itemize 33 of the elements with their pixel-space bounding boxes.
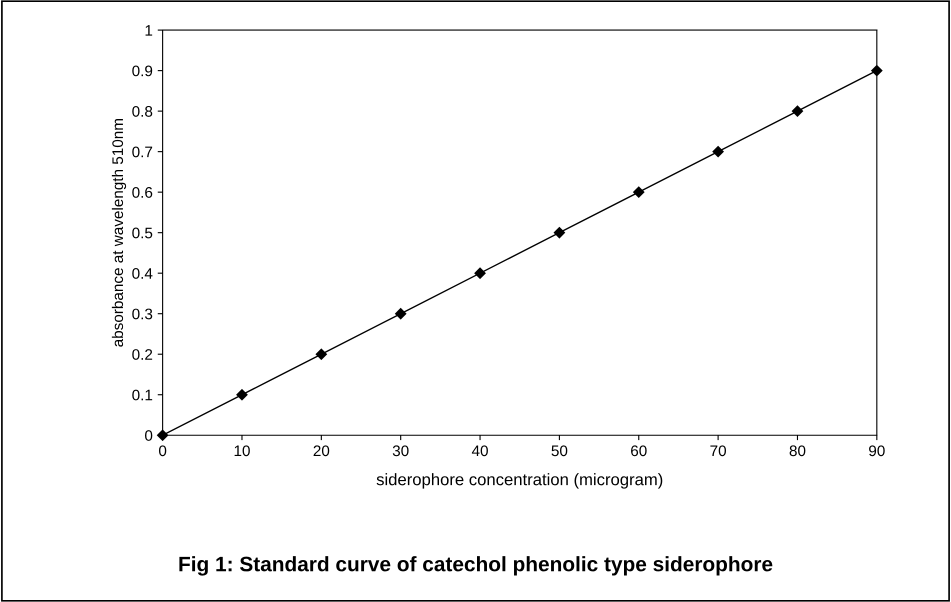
x-tick-label: 20 — [314, 445, 330, 456]
point — [236, 389, 248, 400]
y-tick-label: 0.4 — [132, 268, 152, 279]
y-tick-label: 0.6 — [132, 187, 152, 198]
point — [157, 430, 168, 441]
x-tick-label: 70 — [710, 445, 726, 456]
x-tick-label: 80 — [790, 445, 806, 456]
y-tick-label: 0.2 — [132, 349, 152, 360]
point — [474, 268, 486, 279]
point — [712, 146, 724, 158]
y-tick-label: 1 — [146, 25, 152, 36]
point — [316, 348, 327, 360]
y-tick-label: 0.5 — [132, 228, 152, 238]
x-tick-label: 30 — [392, 445, 409, 456]
x-tick-label: 60 — [631, 445, 647, 456]
x-axis-title: siderophore concentration (microgram) — [376, 473, 662, 489]
text: Fig 1: Standard curve of catechol phenolic type siderophore — [179, 556, 772, 576]
y-tick-label: 0.3 — [132, 308, 152, 320]
y-axis-title: absorbance at wavelength 510nm — [112, 119, 126, 347]
point — [792, 106, 804, 117]
x-tick-label: 10 — [234, 445, 250, 456]
y-tick-label: 0 — [145, 430, 152, 441]
y-tick-label: 0.7 — [132, 146, 152, 158]
x-tick-label: 50 — [552, 445, 568, 456]
point — [633, 186, 644, 198]
x-tick-label: 0 — [158, 445, 166, 456]
y-tick-label: 0.9 — [132, 65, 152, 76]
y-tick-label: 0.8 — [132, 106, 152, 117]
y-tick-label: 0.1 — [132, 390, 152, 400]
x-tick-label: 40 — [472, 445, 488, 456]
x-tick-label: 90 — [869, 445, 885, 456]
point — [395, 308, 406, 320]
point — [554, 227, 566, 238]
